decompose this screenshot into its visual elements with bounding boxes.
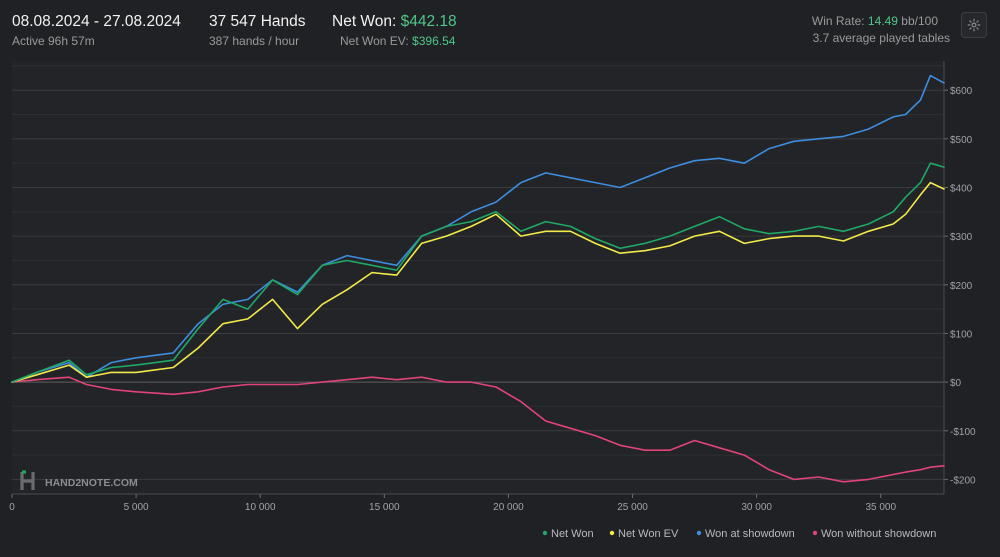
x-tick-label: 30 000: [741, 502, 772, 513]
x-tick-label: 10 000: [245, 502, 276, 513]
y-axis: -$200 -$100 $0 $100 $200 $300 $400 $500 $600: [943, 61, 976, 494]
grid-minor: [12, 65, 944, 456]
legend-marker: [696, 530, 702, 536]
legend-label[interactable]: Net Won: [551, 528, 594, 540]
legend-marker: [609, 530, 615, 536]
win-rate: Win Rate: 14.49 bb/100: [812, 14, 938, 28]
legend-label[interactable]: Won at showdown: [705, 528, 795, 540]
watermark-text: HAND2NOTE.COM: [45, 477, 138, 489]
x-axis: 0 5 000 10 000 15 000 20 000 25 000 30 000 35 0…: [9, 493, 944, 513]
series-line-won-at-showdown: [11, 74, 945, 383]
grid: [12, 89, 944, 480]
tables-text: 3.7 average played tables: [812, 31, 950, 45]
win-rate-value: 14.49: [867, 14, 898, 28]
y-tick-label: $600: [950, 86, 973, 97]
net-won-ev-value: $396.54: [412, 34, 456, 48]
series-group: [11, 74, 945, 483]
y-tick-label: $300: [950, 232, 973, 243]
gear-icon: [967, 18, 981, 32]
y-tick-label: $200: [950, 281, 973, 292]
net-won-value: $442.18: [400, 13, 457, 30]
hand2note-logo: HAND2NOTE.COM: [20, 470, 138, 490]
hands-count: 37 547 Hands: [209, 13, 306, 30]
x-tick-label: 20 000: [493, 502, 524, 513]
x-tick-label: 5 000: [124, 502, 149, 513]
net-won: Net Won: $442.18: [332, 13, 457, 31]
series-line-net-won: [11, 162, 945, 383]
net-won-label: Net Won:: [332, 13, 397, 30]
y-tick-label: -$200: [950, 475, 976, 486]
legend-label[interactable]: Net Won EV: [618, 528, 679, 540]
plot-area: [12, 61, 944, 494]
net-won-ev: Net Won EV: $396.54: [340, 34, 455, 48]
date-range: 08.08.2024 - 27.08.2024: [12, 13, 181, 30]
win-rate-label: Win Rate:: [811, 14, 865, 28]
x-tick-label: 15 000: [369, 502, 400, 513]
series-line-won-without-showdown: [11, 376, 945, 483]
logo-mark-icon: [20, 472, 35, 490]
win-rate-unit: bb/100: [901, 14, 938, 28]
y-tick-label: $100: [950, 329, 973, 340]
x-tick-label: 35 000: [865, 502, 896, 513]
y-tick-label: -$100: [950, 427, 976, 438]
net-won-ev-label: Net Won EV:: [340, 34, 409, 48]
y-tick-label: $0: [950, 378, 962, 389]
hands-rate: 387 hands / hour: [209, 34, 300, 48]
series-line-net-won-ev: [11, 181, 945, 383]
legend: Net Won Net Won EV Won at showdown Won with…: [542, 528, 936, 540]
settings-button[interactable]: [961, 12, 987, 38]
legend-marker: [812, 530, 818, 536]
y-tick-label: $500: [950, 135, 973, 146]
legend-label[interactable]: Won without showdown: [821, 528, 936, 540]
active-time: Active 96h 57m: [12, 34, 95, 48]
x-tick-label: 0: [9, 502, 15, 513]
y-tick-label: $400: [950, 183, 973, 194]
stats-header: 08.08.2024 - 27.08.2024 Active 96h 57m 3…: [0, 0, 1000, 56]
legend-marker: [542, 530, 548, 536]
x-tick-label: 25 000: [617, 502, 648, 513]
